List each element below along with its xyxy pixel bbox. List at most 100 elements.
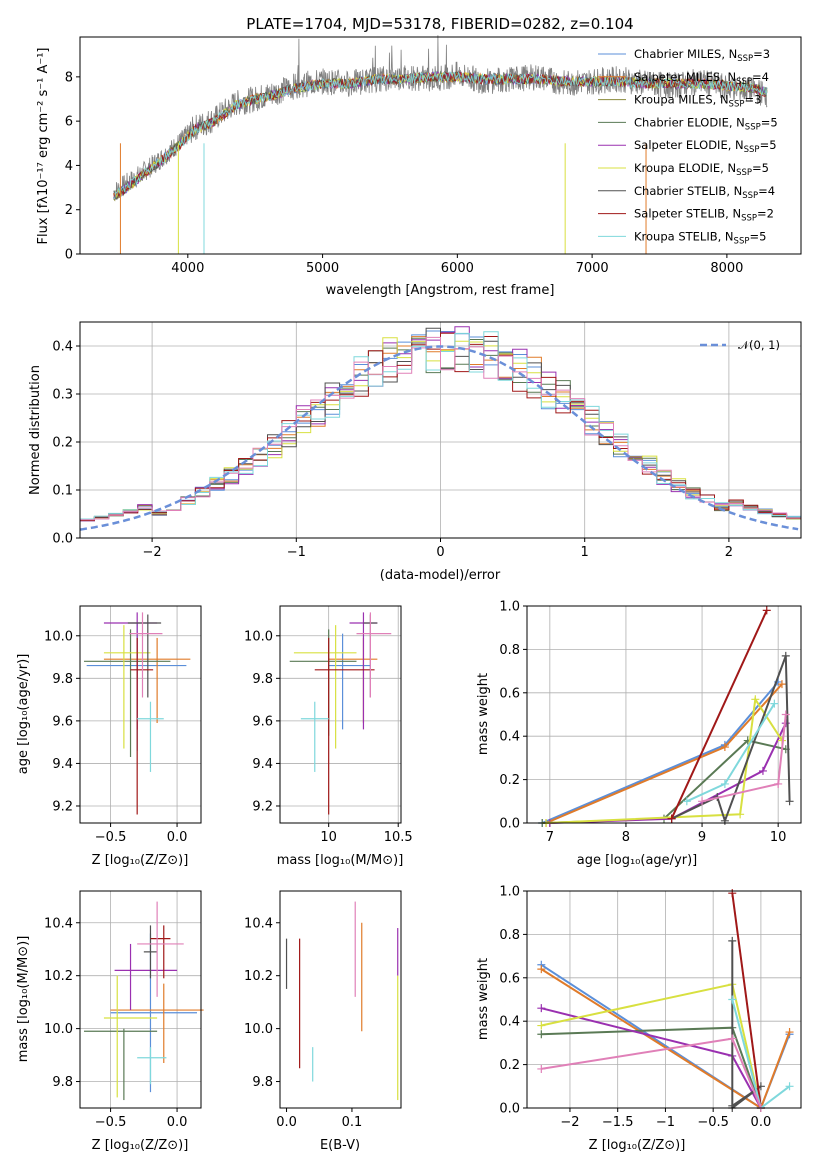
spectrum-title: PLATE=1704, MJD=53178, FIBERID=0282, z=0… [246, 15, 633, 33]
x-tick-label: −1 [287, 545, 306, 560]
spectrum-ylabel: Flux [fλ10⁻¹⁷ erg cm⁻² s⁻¹ A⁻¹] [36, 48, 51, 245]
x-tick-label: 1 [581, 545, 589, 560]
x-tick-label: −1 [656, 1115, 675, 1130]
model-spectrum-2 [113, 70, 768, 201]
y-tick-label: 0.6 [499, 971, 520, 986]
weight-marker [785, 797, 794, 806]
y-tick-label: 0.2 [499, 1058, 520, 1073]
residual-grid: −2 −1 0 1 2 0.0 0.1 0.2 0.3 0.4 [52, 322, 801, 560]
weight-line-7 [731, 893, 762, 1109]
legend-entry-9: Kroupa STELIB, NSSP=5 [634, 229, 766, 246]
x-tick-label: −1.5 [602, 1115, 634, 1130]
model-spectrum-5 [113, 71, 768, 199]
legend-entry-2: Salpeter MILES, NSSP=4 [634, 70, 769, 87]
y-tick-label: 10.0 [44, 629, 73, 644]
weight-marker [781, 710, 790, 719]
spectrum-legend: Chabrier MILES, NSSP=3 Salpeter MILES, NS… [598, 47, 778, 246]
y-tick-label: 9.4 [252, 757, 273, 772]
weight-marker [537, 1004, 546, 1013]
x-tick-label: −0.5 [697, 1115, 729, 1130]
y-tick-label: 4 [65, 159, 73, 174]
x-tick-label: 0.0 [751, 1115, 772, 1130]
weight-marker [774, 779, 783, 788]
age-vs-mass-xlabel: mass [log₁₀(M/M⊙)] [277, 853, 404, 868]
weight_vs_Z-frame [526, 890, 802, 1109]
weight-line-1 [541, 681, 779, 824]
weight-marker [728, 995, 737, 1004]
age_vs_mass-frame [279, 605, 402, 824]
y-tick-label: 0.0 [52, 532, 73, 547]
weight-vs-age-xlabel: age [log₁₀(age/yr)] [577, 853, 698, 868]
legend-entry-3: Kroupa MILES, NSSP=3 [634, 93, 761, 110]
y-tick-label: 9.2 [52, 799, 73, 814]
age_vs_Z-frame [79, 605, 202, 824]
y-tick-label: 0.8 [499, 643, 520, 658]
weight_vs_age-frame [526, 605, 802, 824]
x-tick-label: −0.5 [95, 1115, 127, 1130]
y-tick-label: 10.4 [244, 916, 273, 931]
weight_vs_age-panel: 7 8 9 10 0.0 0.2 0.4 0.6 0.8 1.0 [499, 600, 802, 845]
weight-marker [537, 1030, 546, 1039]
legend-entry-1: Chabrier MILES, NSSP=3 [634, 47, 770, 64]
y-tick-label: 6 [65, 115, 73, 130]
y-tick-label: 9.6 [252, 714, 273, 729]
weight-line-4 [541, 1007, 762, 1109]
y-tick-label: 9.6 [52, 714, 73, 729]
legend-entry-4: Chabrier ELODIE, NSSP=5 [634, 115, 778, 132]
normal-reference-curve [79, 345, 799, 531]
x-tick-label: 10 [770, 830, 787, 845]
weight-marker [770, 699, 779, 708]
residual-axes-frame [79, 321, 802, 539]
weight-vs-z-ylabel: mass weight [476, 958, 491, 1040]
weight-marker [781, 651, 790, 660]
weight-line-8 [686, 703, 776, 803]
spectrum-lines [113, 35, 768, 254]
x-tick-label: 0 [436, 545, 444, 560]
y-tick-label: 9.4 [52, 757, 73, 772]
y-tick-label: 10.0 [244, 629, 273, 644]
weight-line-9 [541, 1037, 762, 1109]
x-tick-label: −2 [560, 1115, 579, 1130]
spectrum-panel: PLATE=1704, MJD=53178, FIBERID=0282, z=0… [36, 15, 802, 298]
y-tick-label: 0 [65, 248, 73, 263]
weight-marker [537, 965, 546, 974]
y-tick-label: 0.0 [499, 1102, 520, 1117]
residual-xlabel: (data-model)/error [380, 568, 501, 583]
observed-spectrum [113, 35, 768, 200]
y-tick-label: 10.0 [244, 1022, 273, 1037]
weight-vs-z-xlabel: Z [log₁₀(Z/Z⊙)] [589, 1138, 686, 1153]
weight-marker [682, 797, 691, 806]
model-spectrum-9 [113, 71, 768, 200]
mass-vs-z-xlabel: Z [log₁₀(Z/Z⊙)] [92, 1138, 189, 1153]
y-tick-label: 0.8 [499, 928, 520, 943]
spectrum-axes-frame [79, 36, 802, 255]
model-spectrum-1 [113, 71, 768, 200]
weight-marker [728, 1034, 737, 1043]
legend-entry-7: Chabrier STELIB, NSSP=4 [634, 184, 775, 201]
y-tick-label: 10.2 [244, 969, 273, 984]
x-tick-label: 2 [725, 545, 733, 560]
residual-ylabel: Normed distribution [28, 365, 43, 495]
model-spectrum-3 [113, 71, 768, 202]
weight-marker [751, 695, 760, 704]
x-tick-label: 10.5 [384, 830, 413, 845]
model-spectrum-4 [113, 70, 768, 199]
weight-line-7 [670, 609, 768, 820]
weight-marker [777, 680, 786, 689]
y-tick-label: 9.8 [252, 672, 273, 687]
x-tick-label: 8 [622, 830, 630, 845]
weight-marker [537, 1021, 546, 1030]
y-tick-label: 0.4 [499, 1015, 520, 1030]
x-tick-label: −2 [143, 545, 162, 560]
x-tick-label: 8000 [710, 261, 743, 276]
y-tick-label: 0.0 [499, 817, 520, 832]
model-spectrum-8 [113, 71, 768, 199]
residual-histogram-9 [80, 336, 801, 521]
x-tick-label: 0.1 [342, 1115, 363, 1130]
normal-legend-label: 𝒩(0, 1) [738, 338, 780, 352]
y-tick-label: 0.4 [52, 340, 73, 355]
mass-vs-z-ylabel: mass [log₁₀(M/M⊙)] [16, 936, 31, 1063]
y-tick-label: 0.3 [52, 388, 73, 403]
weight-marker [785, 1082, 794, 1091]
